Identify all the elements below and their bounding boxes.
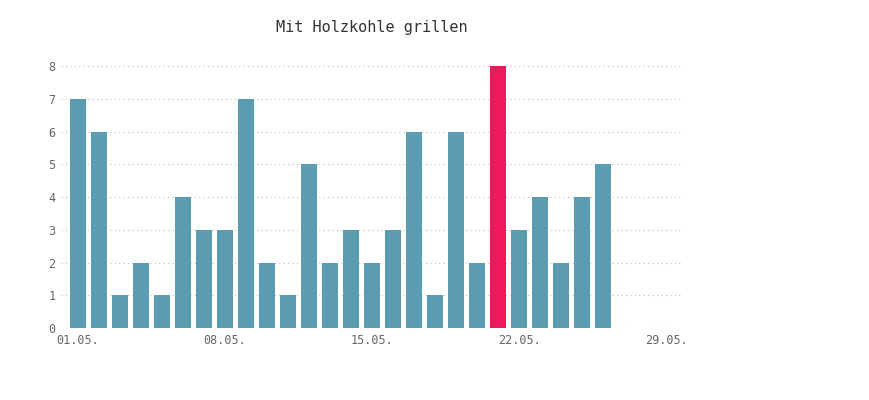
- Bar: [511, 230, 527, 328]
- Bar: [594, 164, 610, 328]
- Bar: [427, 295, 442, 328]
- Bar: [363, 262, 380, 328]
- Bar: [574, 197, 589, 328]
- Bar: [301, 164, 316, 328]
- Legend: eindeutige Besucher, bester Tag, heutiger Tag: eindeutige Besucher, bester Tag, heutige…: [209, 397, 534, 400]
- Bar: [322, 262, 337, 328]
- Bar: [532, 197, 547, 328]
- Bar: [154, 295, 169, 328]
- Bar: [468, 262, 484, 328]
- Bar: [216, 230, 232, 328]
- Bar: [133, 262, 149, 328]
- Title: Mit Holzkohle grillen: Mit Holzkohle grillen: [275, 20, 468, 35]
- Bar: [259, 262, 275, 328]
- Bar: [385, 230, 401, 328]
- Bar: [280, 295, 295, 328]
- Bar: [406, 132, 421, 328]
- Bar: [342, 230, 358, 328]
- Bar: [112, 295, 128, 328]
- Bar: [553, 262, 568, 328]
- Bar: [448, 132, 463, 328]
- Bar: [175, 197, 190, 328]
- Bar: [196, 230, 211, 328]
- Bar: [238, 99, 254, 328]
- Bar: [489, 66, 505, 328]
- Bar: [90, 132, 107, 328]
- Bar: [70, 99, 85, 328]
